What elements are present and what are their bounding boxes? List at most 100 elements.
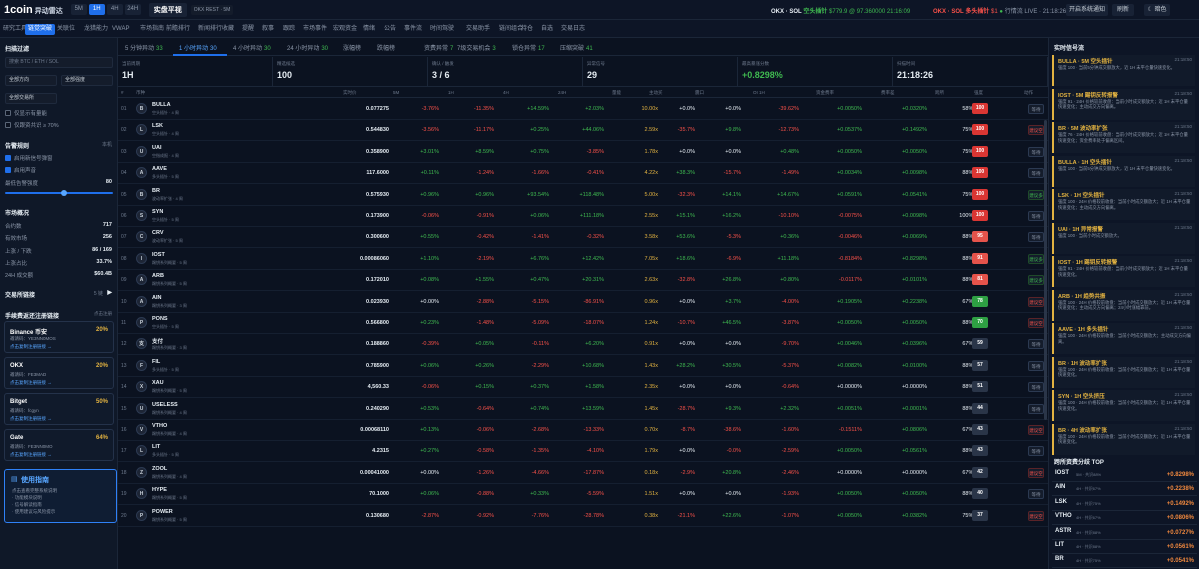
table-row[interactable]: 13 F FIL 多头插针 · 5 周 0.785900 +0.06% +0.26% -2.2…	[118, 356, 1048, 377]
table-row[interactable]: 09 A ARB 踢钥系列概要 · 5 周 0.172010 +0.08% +1.55% +0…	[118, 270, 1048, 292]
action-button[interactable]: 建议空	[1028, 318, 1044, 328]
coin-symbol[interactable]: BULLA	[152, 102, 171, 108]
coin-symbol[interactable]: ARB	[152, 273, 164, 280]
min-strength-slider[interactable]	[5, 190, 113, 196]
funding-rank-row[interactable]: ASTR 4H · 共识88% +0.0727%	[1052, 526, 1197, 540]
nav-item-8[interactable]: 收藏	[222, 26, 235, 32]
refresh-button[interactable]: 刷新	[1112, 4, 1134, 16]
coin-symbol[interactable]: 支付	[152, 339, 164, 346]
theme-toggle-button[interactable]: ☾ 暗色	[1144, 4, 1170, 16]
coin-symbol[interactable]: UAI	[152, 144, 162, 151]
signal-feed-item[interactable]: ARB · 1H 趋势共振 21:18:50 强度 100 · 24H 价格较前收盘…	[1052, 289, 1195, 321]
action-button[interactable]: 等待	[1028, 489, 1044, 500]
exchange-register-link[interactable]: 点击复制注册链接 →	[10, 344, 52, 349]
direction-select[interactable]: 全部方向	[5, 75, 57, 86]
table-row[interactable]: 20 P POWER 踢钥系列概要 · 5 周 0.130680 -2.87% -0.92%…	[118, 506, 1048, 527]
table-row[interactable]: 08 I IOST 踢钥系列概要 · 5 周 0.00086060 +1.10% -2.19…	[118, 249, 1048, 270]
coin-symbol[interactable]: ZOOL	[152, 465, 168, 472]
exchange-card[interactable]: Bitget 50% 邀请码：fcgyn 点击复制注册链接 →	[4, 393, 114, 425]
nav-item-13[interactable]: 宏观资金	[333, 26, 358, 32]
action-button[interactable]: 建议空	[1028, 425, 1044, 435]
coin-symbol[interactable]: BR	[152, 187, 160, 194]
filter-consensus-checkbox[interactable]: 仅跟资共识 ≥ 70%	[5, 121, 59, 129]
action-button[interactable]: 等待	[1028, 339, 1044, 350]
timeframe-5m[interactable]: 5M	[70, 4, 87, 15]
table-row[interactable]: 10 A AIN 踢钥系列概要 · 3 周 0.023930 +0.00% -2.88% -5…	[118, 292, 1048, 313]
funding-rank-row[interactable]: BR 4H · 共识75% +0.0541%	[1052, 554, 1197, 569]
coin-symbol[interactable]: PONS	[152, 316, 168, 322]
signal-feed-item[interactable]: LSK · 1H 空头插针 21:18:50 强度 100 · 24H 价格较前收盘…	[1052, 189, 1195, 220]
nav-item-21[interactable]: 自选	[541, 26, 554, 32]
exchange-card[interactable]: Gate 64% 邀请码：FE3NN0MO 点击复制注册链接 →	[4, 429, 114, 461]
nav-item-6[interactable]: 前瞻排行	[166, 26, 191, 32]
signal-feed-item[interactable]: BULLA · 5M 空头插针 21:18:50 强度 100 · 当前5分钟成交额…	[1052, 55, 1195, 86]
nav-item-19[interactable]: 链间组合	[499, 26, 524, 32]
coin-symbol[interactable]: HYPE	[152, 487, 167, 494]
action-button[interactable]: 等待	[1028, 168, 1044, 179]
table-row[interactable]: 05 B BR 波动率扩张 · 4 周 0.575930 +0.96% +0.96% +93.…	[118, 185, 1048, 206]
exchange-register-link[interactable]: 点击复制注册链接 →	[10, 416, 52, 421]
tab-4[interactable]: 涨幅榜	[343, 46, 362, 52]
table-row[interactable]: 14 X XAU 踢钥系列概要 · 5 周 4,560.33 -0.06% +0.15% +0…	[118, 377, 1048, 399]
action-button[interactable]: 等待	[1028, 232, 1044, 243]
action-button[interactable]: 建议空	[1028, 296, 1044, 307]
table-row[interactable]: 07 C CRV 波动率扩张 · 5 周 0.300600 +0.55% -0.42% -1.…	[118, 227, 1048, 249]
action-button[interactable]: 等待	[1028, 211, 1044, 221]
signal-feed-item[interactable]: BR · 4H 波动率扩张 21:18:50 强度 100 · 24H 价格较前收盘…	[1052, 423, 1195, 455]
nav-item-22[interactable]: 交易日志	[561, 26, 586, 32]
exchange-register-link[interactable]: 点击复制注册链接 →	[10, 380, 52, 385]
signal-feed-item[interactable]: BULLA · 1H 空头插针 21:18:50 强度 100 · 当前5分钟成交额…	[1052, 155, 1195, 187]
action-button[interactable]: 等待	[1028, 403, 1044, 414]
nav-item-9[interactable]: 提醒	[242, 26, 255, 32]
nav-item-18[interactable]: 交易助手	[466, 26, 491, 32]
coin-symbol[interactable]: XAU	[152, 380, 164, 387]
signal-feed-item[interactable]: SYN · 1H 空头挤压 21:18:50 强度 100 · 24H 价格较前收盘…	[1052, 390, 1195, 421]
nav-item-2[interactable]: 关联位	[57, 26, 76, 32]
table-scrollbar[interactable]	[1044, 120, 1047, 420]
funding-rank-row[interactable]: VTHO 4H · 共识67% +0.0806%	[1052, 511, 1197, 526]
table-row[interactable]: 02 L LSK 空头插针 · 4 周 0.544830 -3.56% -11.17% +0.…	[118, 120, 1048, 142]
funding-rank-row[interactable]: LSK 4H · 共识75% +0.1492%	[1052, 497, 1197, 511]
funding-rank-row[interactable]: LIT 4H · 共识88% +0.0561%	[1052, 540, 1197, 554]
signal-feed-item[interactable]: IOST · 5M 踢钥反转报警 21:18:50 强度 91 · 24H 价格较前…	[1052, 88, 1195, 120]
tab-1[interactable]: 1 小时异动 30	[179, 46, 217, 52]
action-button[interactable]: 建议多	[1028, 253, 1044, 264]
coin-symbol[interactable]: VTHO	[152, 423, 168, 429]
coin-symbol[interactable]: LSK	[152, 123, 163, 130]
table-row[interactable]: 16 V VTHO 踢钥系列概要 · 4 周 0.00068110 +0.13% -0.06…	[118, 420, 1048, 441]
action-button[interactable]: 等待	[1028, 146, 1044, 157]
play-icon[interactable]: ▶	[107, 290, 112, 296]
guide-card[interactable]: ▤ 使用指南 点击查看完整系统说明 · 功能模块说明 · 信号解读指南 · 使用…	[4, 469, 117, 523]
table-row[interactable]: 12 支支付 踢钥系列概要 · 3 周 0.188860 -0.39% +0.05% -0.…	[118, 334, 1048, 356]
nav-item-5[interactable]: 市场指南	[140, 26, 165, 32]
enable-notify-button[interactable]: 开启系统通知	[1066, 4, 1108, 16]
action-button[interactable]: 等待	[1028, 104, 1044, 114]
nav-item-10[interactable]: 叙事	[262, 26, 275, 32]
signal-feed-item[interactable]: BR · 5M 波动率扩张 21:18:50 强度 76 · 24H 价格较前收盘：…	[1052, 122, 1195, 153]
funding-rank-row[interactable]: IOST 5M · 共识88% +0.8298%	[1052, 468, 1197, 482]
tab-8[interactable]: 锁仓异常 17	[512, 46, 545, 52]
action-button[interactable]: 等待	[1028, 382, 1044, 393]
tab-9[interactable]: 压缩突破 41	[560, 46, 593, 52]
exchange-card[interactable]: OKX 20% 邀请码：FE3MAD 点击复制注册链接 →	[4, 357, 114, 389]
nav-item-20[interactable]: 持仓	[521, 26, 534, 32]
action-button[interactable]: 建议空	[1028, 510, 1044, 521]
signal-feed-item[interactable]: AAVE · 1H 多头插针 21:18:50 强度 100 · 24H 价格较前收…	[1052, 323, 1195, 354]
action-button[interactable]: 等待	[1028, 446, 1044, 457]
coin-symbol[interactable]: SYN	[152, 209, 164, 215]
coin-symbol[interactable]: IOST	[152, 251, 165, 258]
signal-feed-item[interactable]: IOST · 1H 踢钥反转报警 21:18:50 强度 91 · 24H 价格较前…	[1052, 256, 1195, 287]
tab-7[interactable]: 7级交易机会 3	[457, 46, 496, 52]
table-row[interactable]: 17 L LIT 多头插针 · 5 周 4.2315 +0.27% -0.58% -1.35%…	[118, 441, 1048, 463]
search-input[interactable]: 搜索 BTC / ETH / SOL	[5, 57, 113, 68]
coin-symbol[interactable]: AIN	[152, 294, 162, 301]
nav-item-4[interactable]: VWAP	[112, 26, 130, 32]
table-row[interactable]: 03 U UAI 空指成报 · 4 周 0.358900 +3.01% +8.59% +0.7…	[118, 142, 1048, 163]
nav-item-16[interactable]: 事件流	[404, 26, 423, 32]
timeframe-1h[interactable]: 1H	[88, 4, 105, 15]
action-button[interactable]: 建议空	[1028, 467, 1044, 478]
table-row[interactable]: 19 H HYPE 踢钥系列概要 · 5 周 70.1000 +0.06% -0.88% +0…	[118, 484, 1048, 506]
signal-feed-item[interactable]: BR · 1H 波动率扩张 21:18:50 强度 100 · 24H 价格较前收盘…	[1052, 356, 1195, 388]
nav-item-11[interactable]: 跟踪	[283, 26, 296, 32]
nav-item-15[interactable]: 公告	[384, 26, 397, 32]
